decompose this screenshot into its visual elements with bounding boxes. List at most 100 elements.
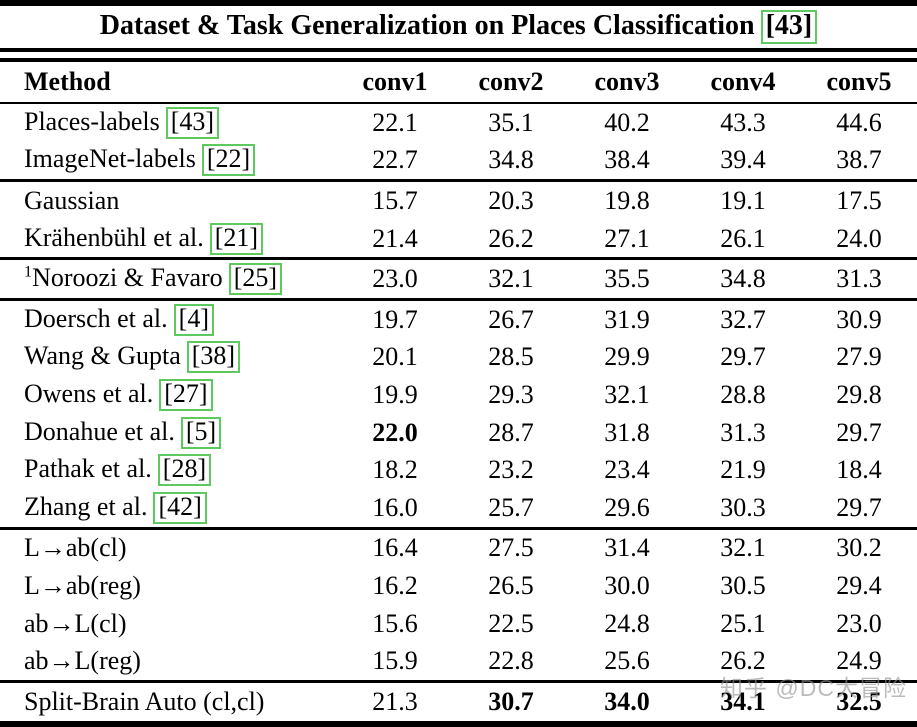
value-cell-conv1: 16.0 xyxy=(337,488,453,530)
value-cell-conv2: 35.1 xyxy=(488,107,534,137)
value-cell-conv5: 30.2 xyxy=(836,533,882,563)
value-cell-conv5: 24.9 xyxy=(801,642,917,683)
citation-link[interactable]: [28] xyxy=(157,454,212,487)
table-title: Dataset & Task Generalization on Places … xyxy=(0,6,917,48)
method-name: Gaussian xyxy=(24,185,120,215)
method-name: ab→L(reg) xyxy=(24,646,141,676)
method-name: Doersch et al. xyxy=(24,303,168,333)
method-name: Donahue et al. xyxy=(24,416,175,446)
title-double-rule xyxy=(0,48,917,62)
method-name: Zhang et al. xyxy=(24,491,148,521)
col-header-method: Method xyxy=(0,62,337,104)
value-cell-conv2: 23.2 xyxy=(488,455,534,485)
table-row: ab→L(cl) 15.6 22.5 24.8 25.1 23.0 xyxy=(0,605,917,643)
value-cell-conv5: 29.4 xyxy=(836,570,882,600)
value-cell-conv3: 29.6 xyxy=(569,488,685,530)
citation-link[interactable]: [27] xyxy=(159,378,213,411)
value-cell-conv4: 43.3 xyxy=(720,107,766,137)
value-cell-conv2: 22.5 xyxy=(488,608,534,638)
value-cell-conv3: 40.2 xyxy=(604,107,650,137)
method-name: Wang & Gupta xyxy=(24,341,181,371)
value-cell-conv3: 34.0 xyxy=(604,686,650,716)
method-name: L→ab(reg) xyxy=(24,570,141,600)
table-row: ab→L(reg) 15.9 22.8 25.6 26.2 24.9 xyxy=(0,642,917,683)
value-cell-conv2: 20.3 xyxy=(488,185,534,215)
method-cell: Split-Brain Auto (cl,cl) xyxy=(0,681,337,720)
method-cell: Places-labels [43] xyxy=(0,103,337,142)
results-table: Method conv1 conv2 conv3 conv4 conv5 Places-l… xyxy=(0,62,917,721)
citation-link[interactable]: [21] xyxy=(209,222,264,255)
table-row: L→ab(cl) 16.4 27.5 31.4 32.1 30.2 xyxy=(0,528,917,567)
value-cell-conv1: 23.0 xyxy=(337,258,453,301)
value-cell-conv5: 29.8 xyxy=(836,379,882,409)
citation-link[interactable]: [25] xyxy=(228,263,283,296)
citation-link[interactable]: [38] xyxy=(186,341,241,374)
value-cell-conv1: 21.3 xyxy=(372,686,418,716)
table-row: Owens et al. [27] 19.9 29.3 32.1 28.8 29.8 xyxy=(0,376,917,414)
method-name: Split-Brain Auto (cl,cl) xyxy=(24,686,265,716)
value-cell-conv3: 32.1 xyxy=(604,379,650,409)
citation-link[interactable]: [5] xyxy=(180,416,222,449)
method-cell: Krähenbühl et al. [21] xyxy=(0,219,337,261)
header-row: Method conv1 conv2 conv3 conv4 conv5 xyxy=(0,62,917,104)
method-name: Pathak et al. xyxy=(24,454,152,484)
method-cell: ab→L(cl) xyxy=(0,605,337,643)
table-row: L→ab(reg) 16.2 26.5 30.0 30.5 29.4 xyxy=(0,567,917,605)
value-cell-conv2: 25.7 xyxy=(453,488,569,530)
table-row: Donahue et al. [5] 22.0 28.7 31.8 31.3 29.7 xyxy=(0,414,917,452)
value-cell-conv1: 15.9 xyxy=(337,642,453,683)
value-cell-conv5: 29.7 xyxy=(836,417,882,447)
value-cell-conv4: 32.7 xyxy=(720,304,766,334)
value-cell-conv3: 19.8 xyxy=(604,185,650,215)
col-header-conv2: conv2 xyxy=(453,62,569,104)
value-cell-conv2: 26.7 xyxy=(488,304,534,334)
table-row: 1Noroozi & Favaro [25] 23.0 32.1 35.5 34.8 31.… xyxy=(0,258,917,301)
value-cell-conv1: 16.4 xyxy=(372,533,418,563)
table-row: Places-labels [43] 22.1 35.1 40.2 43.3 44.6 xyxy=(0,103,917,142)
value-cell-conv2: 28.5 xyxy=(488,342,534,372)
value-cell-conv5: 27.9 xyxy=(836,342,882,372)
method-cell: Wang & Gupta [38] xyxy=(0,339,337,377)
value-cell-conv2: 28.7 xyxy=(488,417,534,447)
value-cell-conv4: 26.1 xyxy=(685,219,801,261)
value-cell-conv3: 30.0 xyxy=(604,570,650,600)
value-cell-conv4: 19.1 xyxy=(720,185,766,215)
method-name: ImageNet-labels xyxy=(24,144,196,174)
method-name: Owens et al. xyxy=(24,378,154,408)
value-cell-conv1: 22.1 xyxy=(372,107,418,137)
value-cell-conv3: 31.9 xyxy=(604,304,650,334)
value-cell-conv2: 30.7 xyxy=(488,686,534,716)
value-cell-conv3: 29.9 xyxy=(604,342,650,372)
citation-link[interactable]: [4] xyxy=(173,303,214,336)
value-cell-conv3: 27.1 xyxy=(569,219,685,261)
method-name: Krähenbühl et al. xyxy=(24,222,204,252)
table-row: Pathak et al. [28] 18.2 23.2 23.4 21.9 18.4 xyxy=(0,451,917,489)
value-cell-conv3: 25.6 xyxy=(569,642,685,683)
value-cell-conv1: 19.9 xyxy=(372,379,418,409)
footnote-marker: 1 xyxy=(24,263,33,281)
method-cell: ImageNet-labels [22] xyxy=(0,141,337,183)
citation-link[interactable]: [22] xyxy=(201,144,256,177)
citation-link[interactable]: [42] xyxy=(153,491,207,524)
table-row: Gaussian 15.7 20.3 19.8 19.1 17.5 xyxy=(0,181,917,220)
method-cell: L→ab(cl) xyxy=(0,528,337,567)
value-cell-conv1: 15.6 xyxy=(372,608,418,638)
method-cell: Doersch et al. [4] xyxy=(0,299,337,338)
value-cell-conv3: 38.4 xyxy=(569,141,685,183)
value-cell-conv5: 32.5 xyxy=(836,686,882,716)
value-cell-conv5: 17.5 xyxy=(836,185,882,215)
value-cell-conv3: 24.8 xyxy=(604,608,650,638)
value-cell-conv4: 39.4 xyxy=(685,141,801,183)
method-name: Places-labels xyxy=(24,106,160,136)
col-header-conv5: conv5 xyxy=(801,62,917,104)
citation-link[interactable]: [43] xyxy=(165,106,220,139)
value-cell-conv5: 30.9 xyxy=(836,304,882,334)
value-cell-conv5: 31.3 xyxy=(801,258,917,301)
value-cell-conv4: 31.3 xyxy=(720,417,766,447)
value-cell-conv4: 30.5 xyxy=(720,570,766,600)
table-body: Places-labels [43] 22.1 35.1 40.2 43.3 44.6 Ima… xyxy=(0,103,917,721)
title-citation-link[interactable]: [43] xyxy=(760,10,818,44)
value-cell-conv5: 23.0 xyxy=(836,608,882,638)
value-cell-conv3: 31.8 xyxy=(604,417,650,447)
